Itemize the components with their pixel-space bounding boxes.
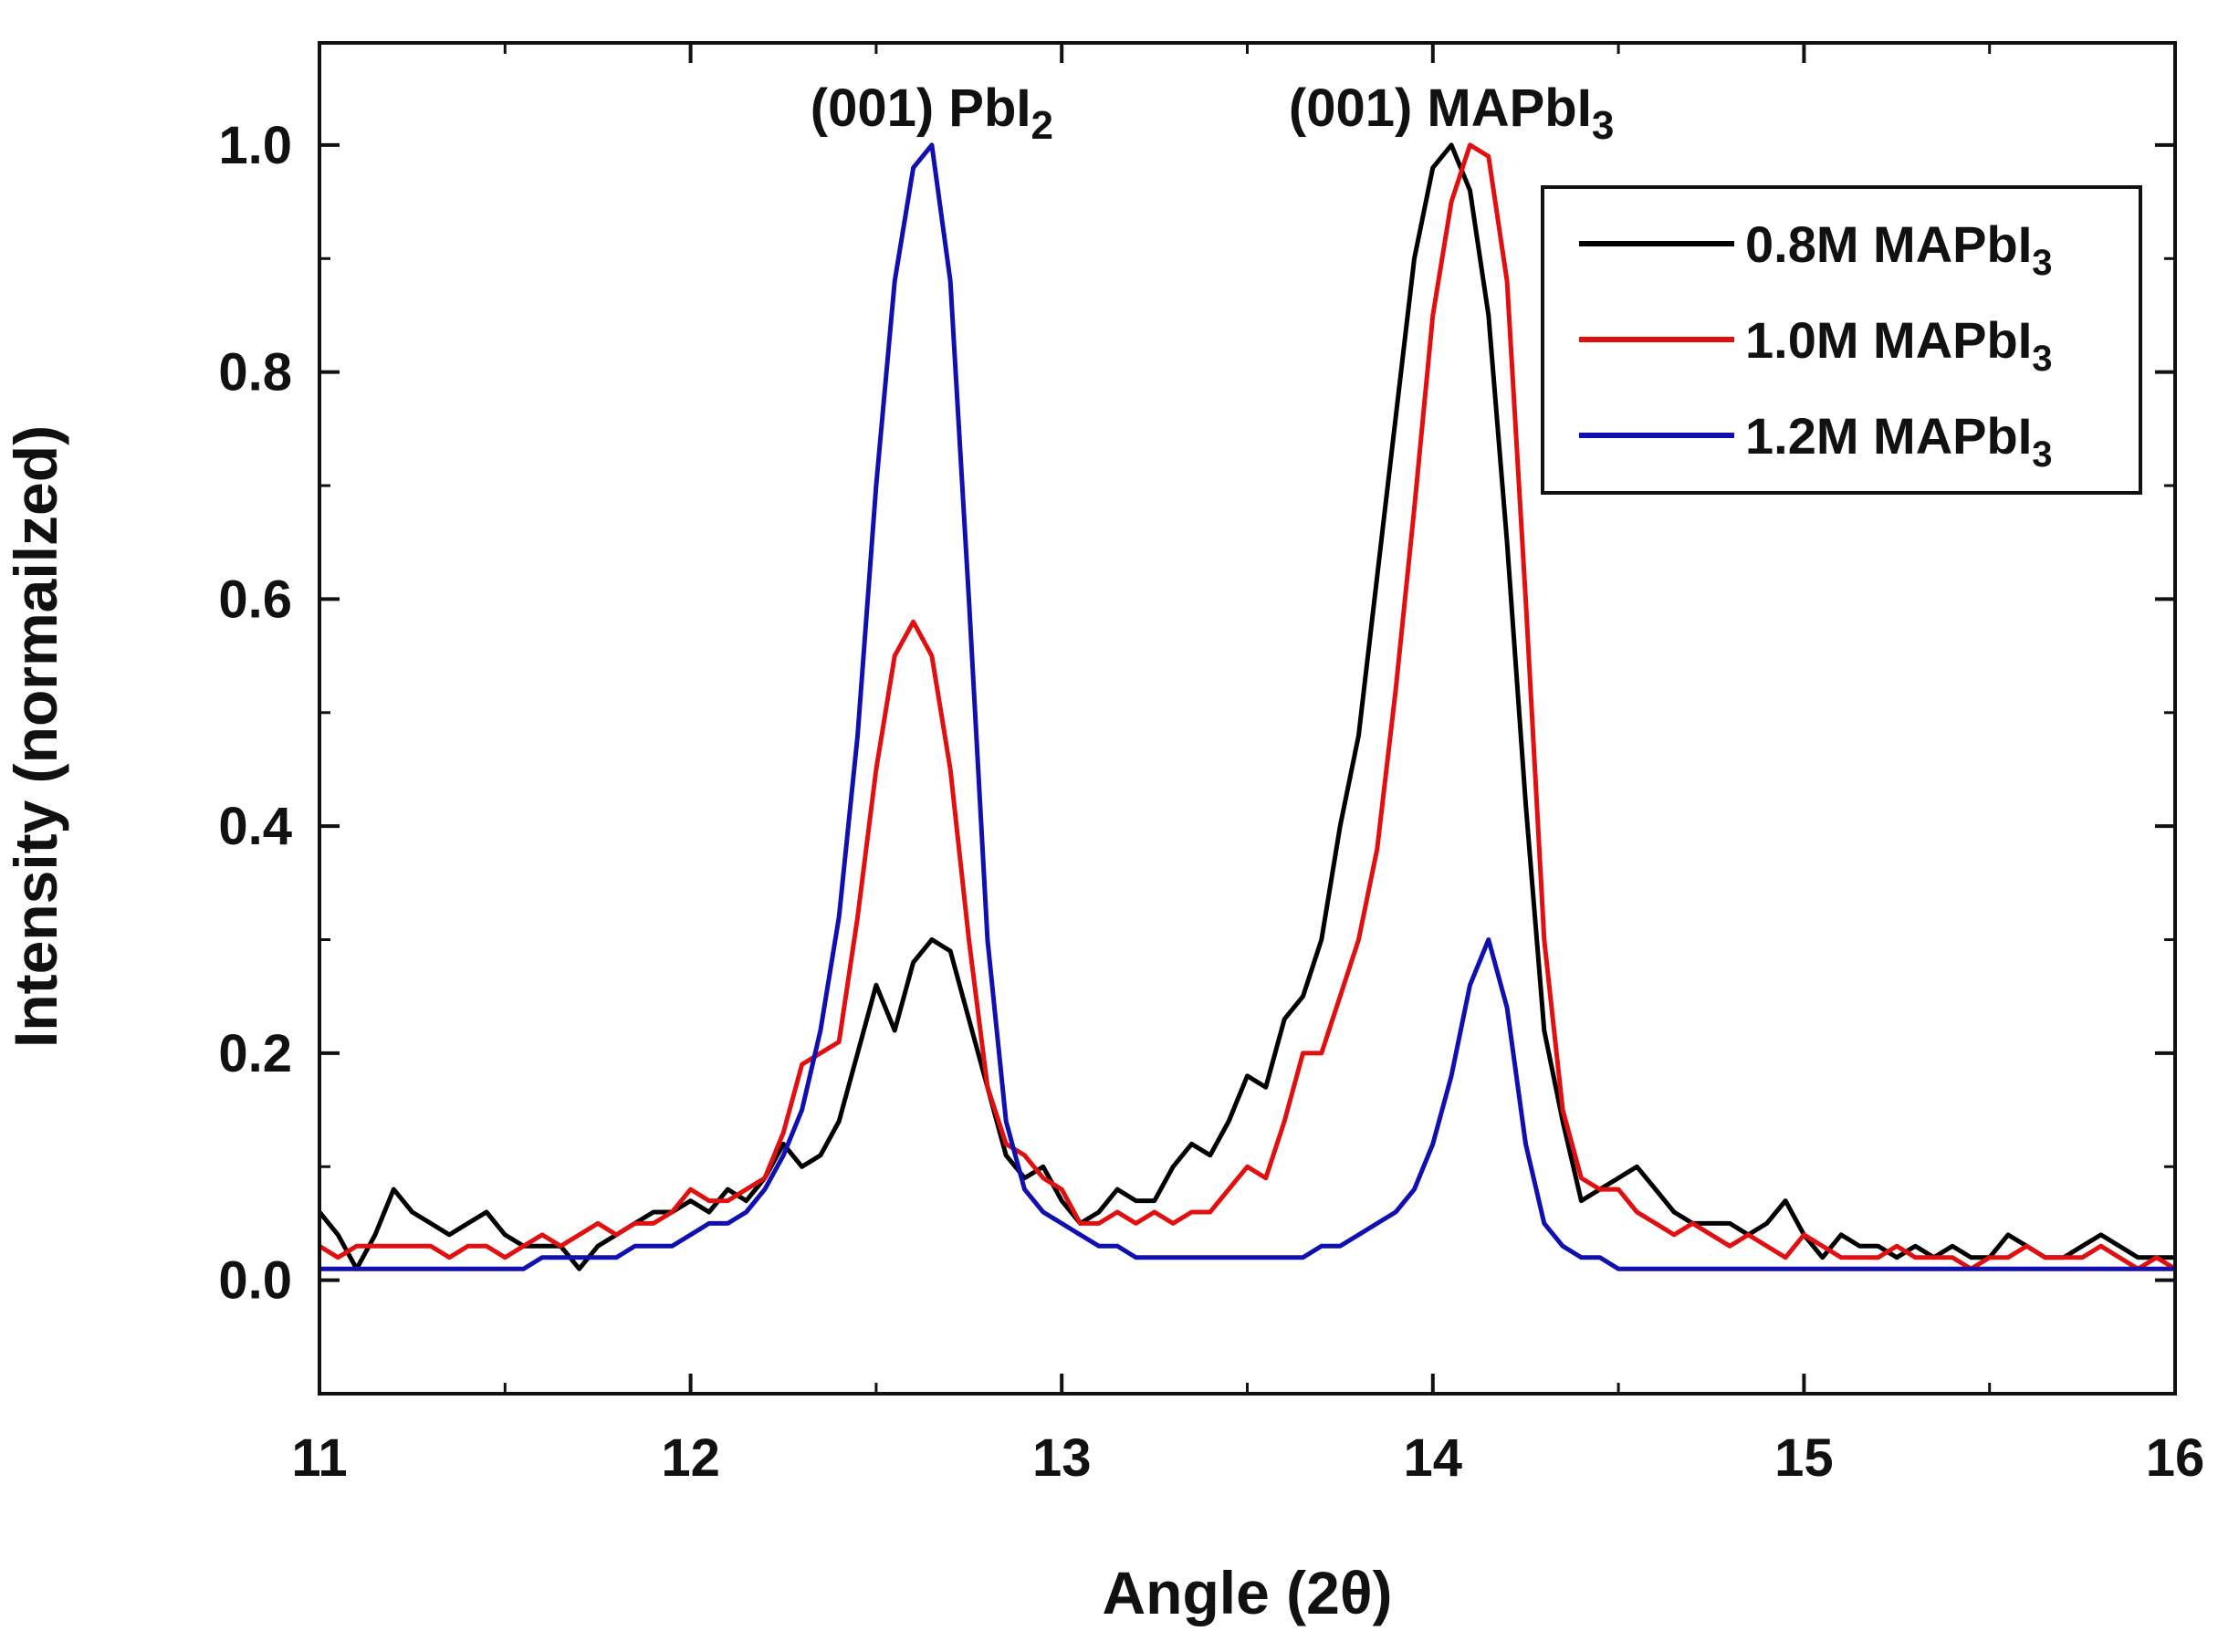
legend-label-text: 1.0M MAPbI [1745, 311, 2032, 369]
series-line-2 [318, 142, 2177, 1271]
y-tick-label: 0.2 [218, 1024, 292, 1083]
x-tick-label: 11 [291, 1428, 347, 1488]
peak-annotations: (001) PbI2 (001) MAPbI3 [811, 78, 1615, 148]
peak-annotation: (001) PbI2 [811, 78, 1053, 148]
x-tick-label: 16 [2146, 1428, 2205, 1488]
y-axis-title: Intensity (normailzed) [2, 425, 69, 1048]
y-tick-label: 0.8 [218, 343, 292, 403]
legend-label-subscript: 3 [2032, 339, 2052, 379]
legend-label-subscript: 3 [2032, 243, 2052, 283]
x-axis: 11 12 13 14 15 16 [291, 43, 2204, 1488]
legend-label-subscript: 3 [2032, 434, 2052, 475]
legend-label-2: 1.0M MAPbI3 [1745, 311, 2053, 379]
x-tick-label: 15 [1774, 1428, 1834, 1488]
legend-label-text: 0.8M MAPbI [1745, 215, 2032, 273]
legend-label-text: 1.2M MAPbI [1745, 407, 2032, 465]
y-tick-label: 0.0 [218, 1251, 292, 1311]
peak-annotation: (001) MAPbI3 [1289, 78, 1614, 148]
y-tick-label: 0.6 [218, 570, 292, 629]
annotation-subscript: 3 [1592, 103, 1614, 148]
y-axis: 0.0 0.2 0.4 0.6 0.8 1.0 [218, 116, 2175, 1396]
x-tick-label: 14 [1404, 1428, 1463, 1488]
x-tick-label: 12 [661, 1428, 720, 1488]
annotation-text: (001) PbI [811, 78, 1031, 138]
x-tick-label: 13 [1032, 1428, 1092, 1488]
legend-label-3: 1.2M MAPbI3 [1745, 407, 2053, 475]
y-tick-label: 0.4 [218, 797, 292, 856]
annotation-subscript: 2 [1031, 103, 1053, 148]
x-axis-title: Angle (2θ) [1102, 1559, 1392, 1626]
series-line-3 [319, 142, 2175, 1271]
annotation-text: (001) MAPbI [1289, 78, 1592, 138]
legend-label-1: 0.8M MAPbI3 [1745, 215, 2053, 283]
y-tick-label: 1.0 [218, 116, 292, 175]
plot-traces [318, 142, 2177, 1271]
